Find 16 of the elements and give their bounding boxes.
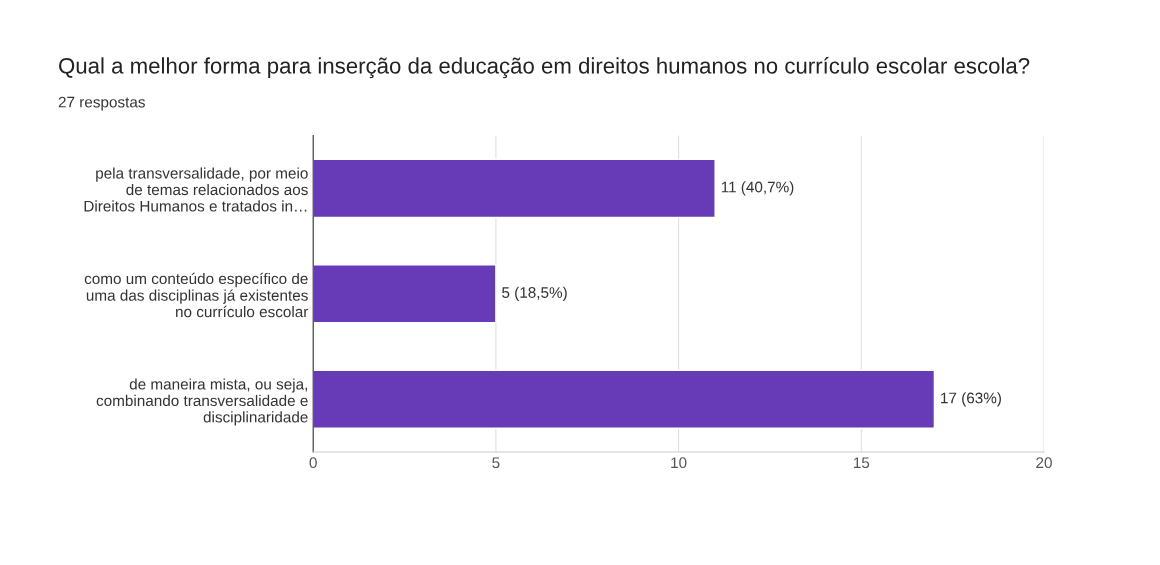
bar [313, 369, 936, 429]
data-label: 11 (40,7%) [721, 181, 794, 196]
x-tick-label: 10 [671, 457, 687, 469]
chart-title: Qual a melhor forma para inserção da educação em direitos humanos no currículo escolar escola? [59, 57, 1030, 79]
bar [313, 158, 716, 219]
x-tick-label: 5 [492, 457, 500, 469]
data-label: 17 (63%) [941, 392, 1001, 407]
x-tick-label: 15 [853, 457, 870, 469]
bar [313, 264, 497, 324]
data-label: 5 (18,5%) [502, 286, 567, 301]
y-tick-label: de maneira mista, ou seja, combinando transversalidade e disciplinaridade [96, 378, 308, 426]
x-tick-label: 0 [309, 457, 317, 469]
y-tick-label: como um conteúdo específico de uma das disciplinas já existentes no currículo escolar [84, 272, 309, 318]
y-tick-label: pela transversalidade, por meio de temas relacionados aos Direitos Humanos e tratados in… [84, 167, 308, 212]
text: 27 respostas [58, 96, 145, 111]
x-tick-label: 20 [1036, 457, 1052, 469]
